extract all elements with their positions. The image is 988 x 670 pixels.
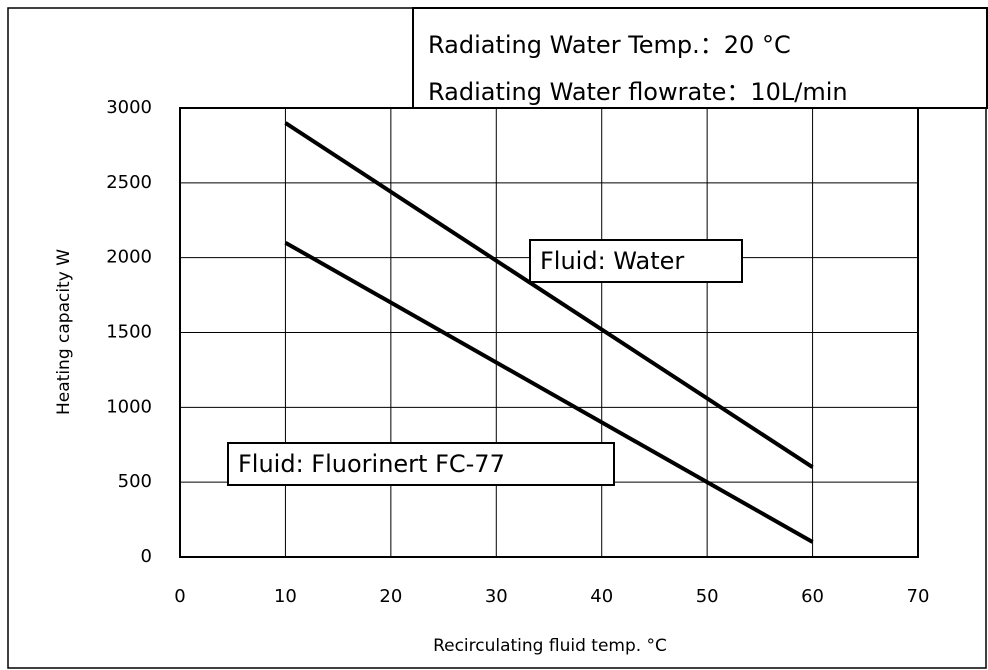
y-axis-label: Heating capacity W xyxy=(54,249,74,415)
x-tick-label: 60 xyxy=(801,586,824,607)
series-label: Fluid: Fluorinert FC-77 xyxy=(238,450,505,478)
x-tick-label: 10 xyxy=(274,586,297,607)
y-tick-label: 1000 xyxy=(106,396,152,417)
x-tick-label: 30 xyxy=(485,586,508,607)
series-label-box xyxy=(227,442,615,486)
condition-note: Radiating Water Temp.：20 °C xyxy=(428,31,791,59)
x-axis-label: Recirculating fluid temp. °C xyxy=(433,636,667,656)
y-tick-label: 3000 xyxy=(106,97,152,118)
x-tick-label: 70 xyxy=(907,586,930,607)
x-tick-label: 50 xyxy=(696,586,719,607)
series-label: Fluid: Water xyxy=(540,247,684,275)
y-tick-label: 1500 xyxy=(106,322,152,343)
y-tick-label: 0 xyxy=(141,546,152,567)
y-tick-label: 2500 xyxy=(106,172,152,193)
series-line xyxy=(284,121,814,469)
condition-note: Radiating Water flowrate：10L/min xyxy=(428,78,848,106)
plot-border xyxy=(179,107,919,558)
series-line xyxy=(284,240,814,544)
y-tick-label: 2000 xyxy=(106,247,152,268)
x-tick-label: 20 xyxy=(379,586,402,607)
series-label-box xyxy=(529,239,743,283)
y-tick-label: 500 xyxy=(118,471,152,492)
x-tick-label: 0 xyxy=(174,586,185,607)
x-tick-label: 40 xyxy=(590,586,613,607)
